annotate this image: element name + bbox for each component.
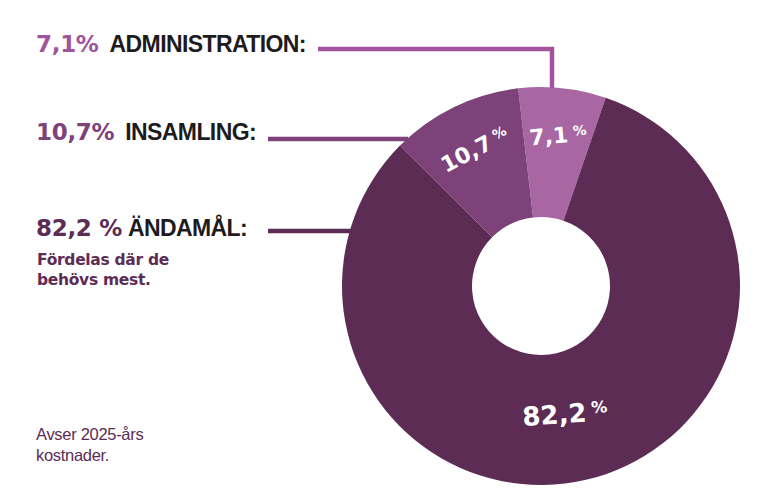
andamal-percent: 82,2 % <box>36 217 122 240</box>
andamal-description: Fördelas där de behövs mest. <box>37 250 169 290</box>
legend-item-insamling: 10,7% INSAMLING: <box>36 121 256 144</box>
administration-label: ADMINISTRATION: <box>110 33 306 56</box>
footnote: Avser 2025-års kostnader. <box>36 424 143 466</box>
insamling-percent: 10,7% <box>36 121 114 144</box>
slice-value: 82,2 <box>521 399 587 429</box>
percent-sign: % <box>572 123 587 138</box>
administration-percent: 7,1% <box>36 33 99 56</box>
legend-item-andamal: 82,2 % ÄNDAMÅL: <box>36 217 247 240</box>
insamling-label: INSAMLING: <box>125 121 256 144</box>
slice-value: 7,1 <box>528 124 569 149</box>
legend-item-administration: 7,1% ADMINISTRATION: <box>36 33 306 56</box>
andamal-label: ÄNDAMÅL: <box>128 217 247 240</box>
connector-administration <box>318 49 552 88</box>
cost-distribution-infographic: 7,1% ADMINISTRATION: 10,7% INSAMLING: 82… <box>0 0 765 500</box>
percent-sign: % <box>591 399 608 416</box>
